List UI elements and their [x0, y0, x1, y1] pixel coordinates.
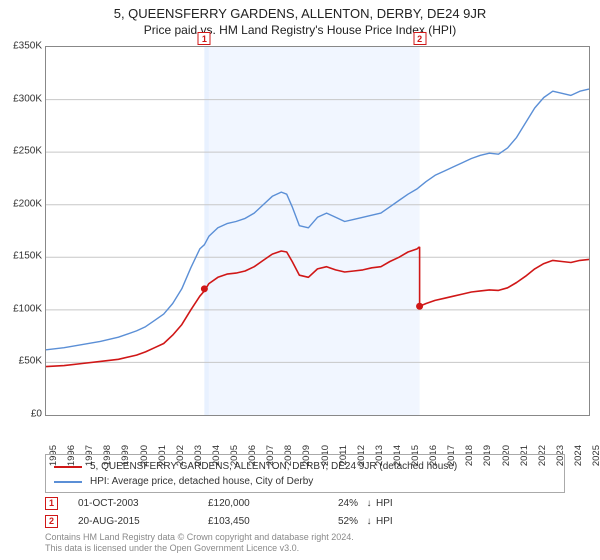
- y-tick-label: £50K: [2, 356, 42, 367]
- down-arrow-icon: ↓: [362, 516, 376, 527]
- sale-row-marker: 2: [45, 515, 58, 528]
- x-tick-label: 2025: [591, 445, 600, 466]
- legend-swatch: [54, 481, 82, 483]
- title-sub: Price paid vs. HM Land Registry's House …: [0, 23, 600, 37]
- sale-date: 20-AUG-2015: [78, 516, 208, 527]
- sale-price: £103,450: [208, 516, 308, 527]
- x-tick-label: 2024: [573, 445, 584, 466]
- legend-label: HPI: Average price, detached house, City…: [90, 476, 313, 487]
- sale-price: £120,000: [208, 498, 308, 509]
- y-tick-label: £250K: [2, 146, 42, 157]
- legend: 5, QUEENSFERRY GARDENS, ALLENTON, DERBY,…: [45, 454, 565, 493]
- sale-row-marker: 1: [45, 497, 58, 510]
- sale-row: 1 01-OCT-2003£120,00024%↓HPI: [45, 494, 565, 512]
- title-main: 5, QUEENSFERRY GARDENS, ALLENTON, DERBY,…: [0, 6, 600, 21]
- sale-marker-2: 2: [413, 32, 426, 45]
- sale-vs-label: HPI: [376, 498, 416, 509]
- sale-pct: 24%: [308, 498, 362, 509]
- legend-label: 5, QUEENSFERRY GARDENS, ALLENTON, DERBY,…: [90, 461, 457, 472]
- sale-row: 2 20-AUG-2015£103,45052%↓HPI: [45, 512, 565, 530]
- sales-table: 1 01-OCT-2003£120,00024%↓HPI 2 20-AUG-2015£…: [45, 494, 565, 530]
- y-tick-label: £300K: [2, 93, 42, 104]
- footer-line-2: This data is licensed under the Open Gov…: [45, 543, 354, 554]
- y-tick-label: £350K: [2, 41, 42, 52]
- legend-row: HPI: Average price, detached house, City…: [54, 474, 556, 489]
- sale-marker-1: 1: [198, 32, 211, 45]
- footer-line-1: Contains HM Land Registry data © Crown c…: [45, 532, 354, 543]
- footer: Contains HM Land Registry data © Crown c…: [45, 532, 354, 555]
- title-block: 5, QUEENSFERRY GARDENS, ALLENTON, DERBY,…: [0, 0, 600, 37]
- y-tick-label: £200K: [2, 198, 42, 209]
- y-tick-label: £100K: [2, 303, 42, 314]
- chart-container: 5, QUEENSFERRY GARDENS, ALLENTON, DERBY,…: [0, 0, 600, 560]
- plot-svg: [46, 47, 589, 415]
- legend-swatch: [54, 466, 82, 468]
- plot-area: 12: [45, 46, 590, 416]
- y-tick-label: £150K: [2, 251, 42, 262]
- legend-row: 5, QUEENSFERRY GARDENS, ALLENTON, DERBY,…: [54, 459, 556, 474]
- sale-vs-label: HPI: [376, 516, 416, 527]
- down-arrow-icon: ↓: [362, 498, 376, 509]
- sale-pct: 52%: [308, 516, 362, 527]
- sale-date: 01-OCT-2003: [78, 498, 208, 509]
- y-tick-label: £0: [2, 409, 42, 420]
